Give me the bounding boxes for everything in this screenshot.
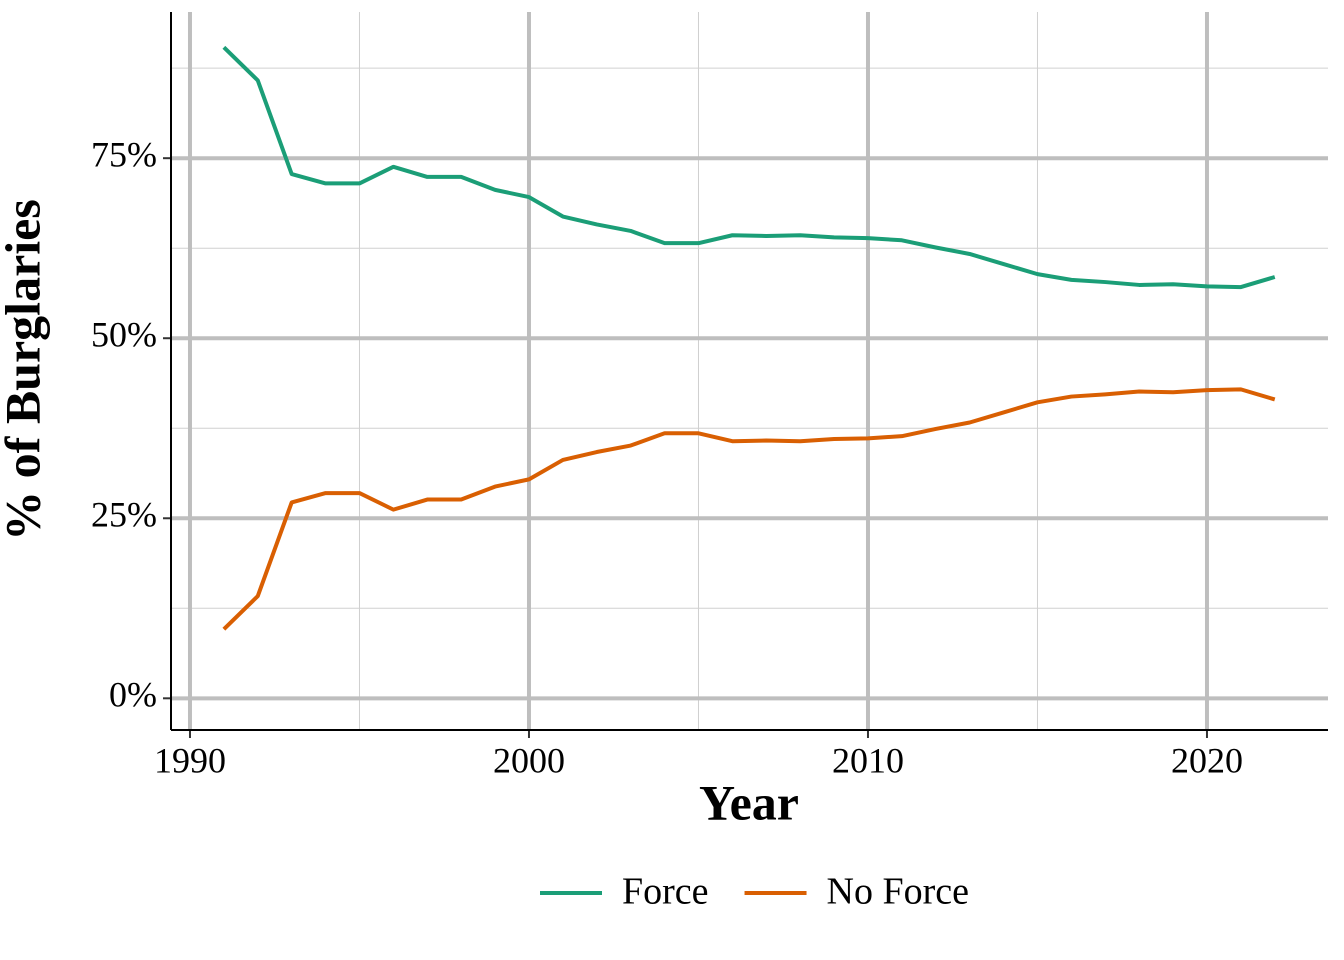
y-tick-label: 0% [109, 675, 157, 715]
x-tick-label: 1990 [154, 740, 226, 780]
y-tick-label: 25% [91, 495, 157, 535]
y-tick-label: 50% [91, 314, 157, 354]
y-tick-label: 75% [91, 134, 157, 174]
series-line [222, 45, 1276, 290]
y-axis-title: % of Burglaries [0, 199, 50, 541]
x-tick-label: 2010 [832, 740, 904, 780]
legend-label: No Force [827, 871, 969, 913]
series-line [222, 387, 1276, 631]
x-axis-title: Year [699, 774, 799, 830]
legend: Force No Force [540, 871, 969, 913]
x-tick-label: 2020 [1171, 740, 1243, 780]
legend-label: Force [622, 871, 709, 913]
x-tick-label: 2000 [493, 740, 565, 780]
